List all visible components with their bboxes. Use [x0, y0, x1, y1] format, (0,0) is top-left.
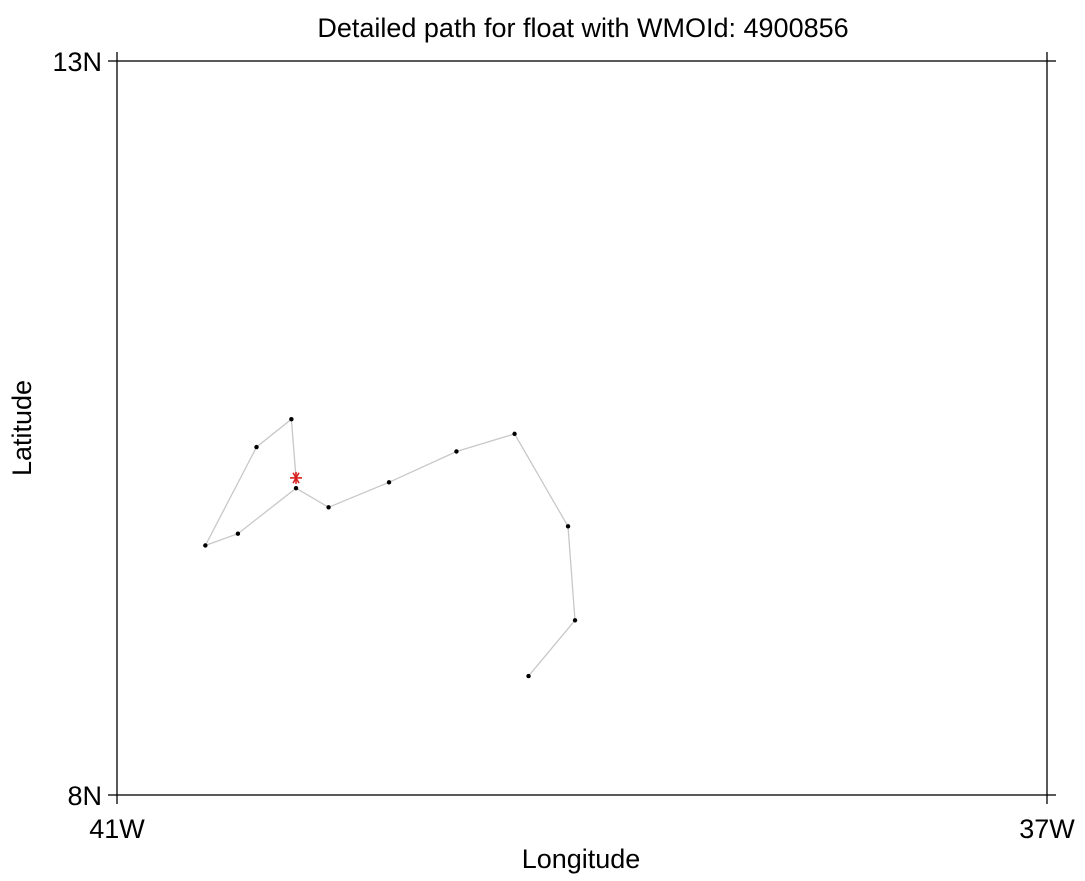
profile-point — [235, 531, 241, 536]
profile-point — [454, 449, 459, 454]
profile-point — [203, 543, 208, 548]
start-marker — [290, 471, 303, 484]
y-tick-label: 13N — [52, 47, 102, 77]
profile-point — [386, 480, 392, 485]
plot-frame — [116, 60, 1048, 796]
x-tick-label: 37W — [1019, 814, 1075, 844]
profile-point — [565, 524, 571, 529]
profile-point — [289, 416, 294, 422]
profile-point — [254, 444, 259, 450]
chart-title: Detailed path for float with WMOId: 4900… — [317, 13, 848, 43]
profile-point — [326, 505, 331, 510]
x-tick-label: 41W — [89, 814, 145, 844]
profile-point — [572, 618, 578, 623]
float-path-line — [204, 417, 576, 677]
y-axis-label: Latitude — [7, 380, 37, 476]
x-axis-label: Longitude — [522, 844, 641, 874]
axis-ticks — [108, 52, 1056, 804]
profile-point — [526, 673, 531, 679]
profile-point — [512, 431, 517, 437]
axis-tick-labels: 41W 37W 8N 13N — [52, 47, 1075, 844]
y-tick-label: 8N — [67, 781, 102, 811]
profile-point — [293, 485, 299, 491]
profile-points — [203, 416, 578, 679]
start-point-marker — [290, 471, 303, 484]
float-path — [204, 417, 576, 677]
